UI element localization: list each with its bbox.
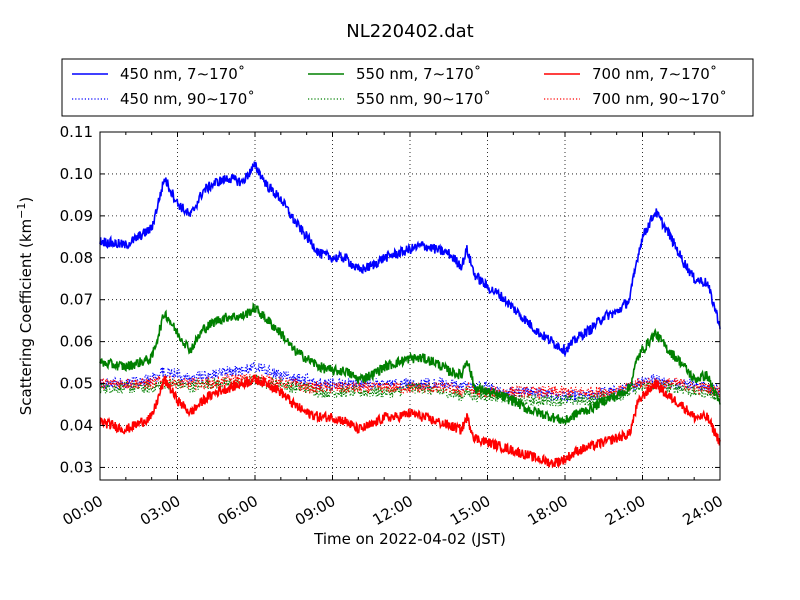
y-tick-label: 0.06: [60, 333, 93, 351]
y-tick-label: 0.10: [60, 165, 93, 183]
y-tick-label: 0.07: [60, 291, 93, 309]
y-tick-label: 0.05: [60, 375, 93, 393]
x-tick-label: 21:00: [602, 492, 648, 529]
legend-label: 700 nm, 90∼170˚: [592, 90, 727, 108]
plot-area: [99, 161, 721, 469]
y-tick-label: 0.08: [60, 249, 93, 267]
x-tick-label: 18:00: [525, 492, 571, 529]
y-tick-label: 0.09: [60, 207, 93, 225]
x-tick-label: 24:00: [680, 492, 726, 529]
legend: 450 nm, 7∼170˚ 450 nm, 90∼170˚ 550 nm, 7∼1…: [61, 58, 754, 117]
legend-label: 450 nm, 90∼170˚: [120, 90, 255, 108]
y-tick-label: 0.04: [60, 416, 93, 434]
series-line-450-nm-7-170: [99, 161, 721, 358]
legend-label: 700 nm, 7∼170˚: [592, 65, 717, 83]
legend-label: 550 nm, 7∼170˚: [356, 65, 481, 83]
y-tick-label: 0.11: [60, 123, 93, 141]
x-tick-label: 15:00: [447, 492, 493, 529]
x-tick-label: 06:00: [215, 492, 261, 529]
x-axis-label: Time on 2022-04-02 (JST): [313, 530, 506, 548]
series-line-700-nm-7-170: [99, 374, 721, 469]
chart-title: NL220402.dat: [346, 21, 473, 42]
x-tick-label: 12:00: [370, 492, 416, 529]
legend-frame: [61, 58, 754, 117]
x-tick-label: 03:00: [137, 492, 183, 529]
legend-label: 450 nm, 7∼170˚: [120, 65, 245, 83]
series-line-550-nm-7-170: [99, 302, 721, 426]
series-line-450-nm-90-170: [99, 361, 721, 402]
series-line-700-nm-90-170: [99, 371, 721, 400]
y-axis-label: Scattering Coefficient (km−1): [15, 197, 35, 416]
x-tick-label: 00:00: [60, 492, 106, 529]
y-tick-label: 0.03: [60, 458, 93, 476]
legend-label: 550 nm, 90∼170˚: [356, 90, 491, 108]
x-tick-label: 09:00: [292, 492, 338, 529]
